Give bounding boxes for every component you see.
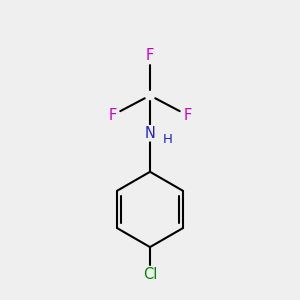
Text: F: F <box>108 108 116 123</box>
Text: F: F <box>146 48 154 63</box>
Text: H: H <box>163 133 173 146</box>
Text: F: F <box>184 108 192 123</box>
Text: N: N <box>145 126 155 141</box>
Text: Cl: Cl <box>143 267 157 282</box>
